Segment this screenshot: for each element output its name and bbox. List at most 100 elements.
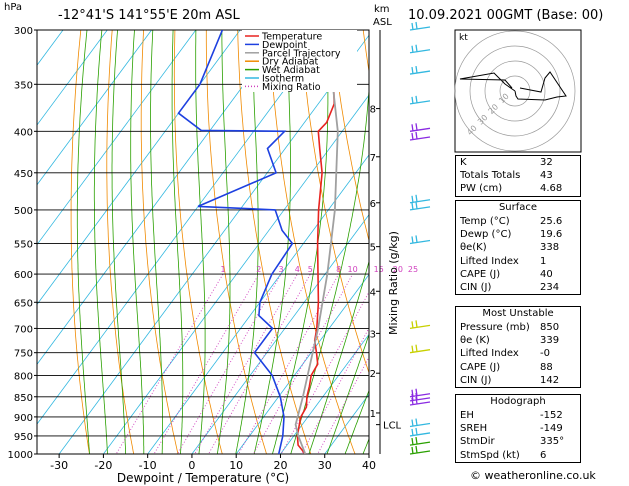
hodograph-ring: [499, 75, 531, 107]
row-label: StmDir: [460, 436, 495, 448]
legend-label: Temperature: [261, 32, 322, 43]
mixing-ratio-line: [194, 273, 298, 454]
row-value: 850: [540, 322, 560, 333]
table-row: CIN (J) 142: [456, 374, 580, 387]
table-row: CIN (J) 234: [456, 281, 580, 294]
row-value: 25.6: [540, 216, 563, 227]
mixing-ratio-label: 5: [308, 265, 313, 274]
isotherm-line: [37, 30, 153, 186]
isotherm-line: [102, 94, 369, 454]
pressure-tick-label: 850: [14, 393, 33, 404]
row-label: Lifted Index: [460, 255, 519, 267]
isotherm-line: [37, 30, 197, 246]
most-unstable-table: Most Unstable Pressure (mb) 850 θe (K) 339 L…: [455, 306, 581, 388]
table-row: PW (cm) 4.68: [456, 182, 580, 195]
table-row: StmDir 335°: [456, 435, 580, 448]
wind-barb-icon: [409, 65, 431, 75]
indices-table: K 32 Totals Totals 43 PW (cm) 4.68: [455, 155, 581, 197]
wet-adiabat-line: [171, 30, 184, 454]
pressure-tick-label: 600: [14, 270, 33, 281]
row-label: Dewp (°C): [460, 229, 512, 241]
row-label: Pressure (mb): [460, 322, 530, 333]
surface-panel: Surface Temp (°C) 25.6 Dewp (°C) 19.6 θe(K) 3…: [455, 200, 581, 296]
row-value: 32: [540, 157, 553, 168]
wind-barb-icon: [409, 131, 431, 141]
height-unit-label: km: [374, 4, 390, 15]
row-label: SREH: [460, 423, 488, 435]
legend-label: Dry Adiabat: [262, 57, 319, 68]
wind-barb-icon: [409, 21, 431, 31]
row-value: -0: [540, 348, 550, 360]
wet-adiabat-line: [216, 30, 231, 454]
legend-background: [242, 30, 357, 92]
row-label: CAPE (J): [460, 361, 501, 373]
table-row: StmSpd (kt) 6: [456, 449, 580, 462]
table-row: Totals Totals 43: [456, 169, 580, 182]
pressure-tick-label: 950: [14, 432, 33, 443]
table-row: CAPE (J) 40: [456, 268, 580, 281]
legend-label: Dewpoint: [262, 40, 307, 51]
wet-adiabat-line: [326, 333, 369, 454]
forecast-datetime: 10.09.2021 00GMT (Base: 00): [408, 8, 604, 23]
lcl-label: LCL: [383, 421, 402, 432]
surface-title: Surface: [498, 202, 538, 213]
temperature-tick-label: 20: [273, 459, 287, 472]
height-tick-label: 5: [370, 243, 376, 254]
row-label: Lifted Index: [460, 348, 519, 360]
hodograph-unit-label: kt: [459, 33, 468, 43]
height-tick-label: 2: [370, 369, 376, 380]
plot-area: [37, 30, 369, 454]
table-row: K 32: [456, 156, 580, 169]
table-row: θe(K) 338: [456, 241, 580, 254]
isotherm-line: [147, 154, 369, 454]
hodograph-table: Hodograph EH -152 SREH -149 StmDir 335° StmSpd…: [455, 394, 581, 463]
isotherm-line: [191, 214, 369, 454]
copyright-footer: © weatheronline.co.uk: [470, 469, 596, 482]
wet-adiabat-line: [150, 30, 163, 454]
mixing-ratio-line: [280, 291, 369, 454]
wind-barb-icon: [409, 396, 431, 406]
row-label: PW (cm): [460, 183, 503, 195]
pressure-tick-label: 750: [14, 349, 33, 360]
pressure-tick-label: 350: [14, 80, 33, 91]
temperature-tick-label: 30: [318, 459, 332, 472]
height-tick-label: 3: [370, 329, 376, 340]
indices-panel: K 32 Totals Totals 43 PW (cm) 4.68: [455, 155, 581, 197]
pressure-tick-label: 700: [14, 324, 33, 335]
x-axis-label: Dewpoint / Temperature (°C): [117, 471, 289, 485]
wind-barb-icon: [409, 344, 431, 354]
legend-label: Wet Adiabat: [262, 65, 320, 76]
wind-barb-icon: [409, 44, 431, 54]
isotherm-line: [279, 333, 369, 454]
wind-barb-icon: [409, 201, 431, 211]
dry-adiabat-line: [299, 30, 369, 374]
wind-barb-icon: [409, 418, 431, 428]
most-unstable-title: Most Unstable: [482, 308, 554, 319]
mixing-ratio-line: [207, 273, 311, 454]
dry-adiabat-line: [173, 30, 223, 454]
temperature-tick-label: 40: [362, 459, 376, 472]
hodograph-ring: [484, 60, 546, 122]
row-label: Temp (°C): [460, 216, 510, 227]
plot-frame: [36, 29, 370, 455]
wind-barb-icon: [409, 388, 431, 398]
height-tick-label: 6: [370, 199, 376, 210]
mixing-ratio-label: 2: [256, 265, 261, 274]
table-row: Lifted Index -0: [456, 347, 580, 360]
wind-barbs: [409, 21, 431, 455]
wind-barb-icon: [409, 194, 431, 204]
mixing-ratio-line: [317, 356, 369, 454]
dewpoint-profile: [177, 30, 294, 454]
pressure-tick-label: 900: [14, 413, 33, 424]
pressure-tick-label: 650: [14, 298, 33, 309]
legend-label: Parcel Trajectory: [262, 48, 341, 59]
wet-adiabat-line: [253, 30, 291, 454]
isotherm-line: [37, 30, 108, 126]
row-value: 6: [540, 449, 547, 461]
wet-adiabat-line: [235, 30, 259, 454]
temperature-tick-label: 10: [229, 459, 243, 472]
height-tick-label: 1: [370, 409, 376, 420]
row-value: 40: [540, 268, 553, 280]
